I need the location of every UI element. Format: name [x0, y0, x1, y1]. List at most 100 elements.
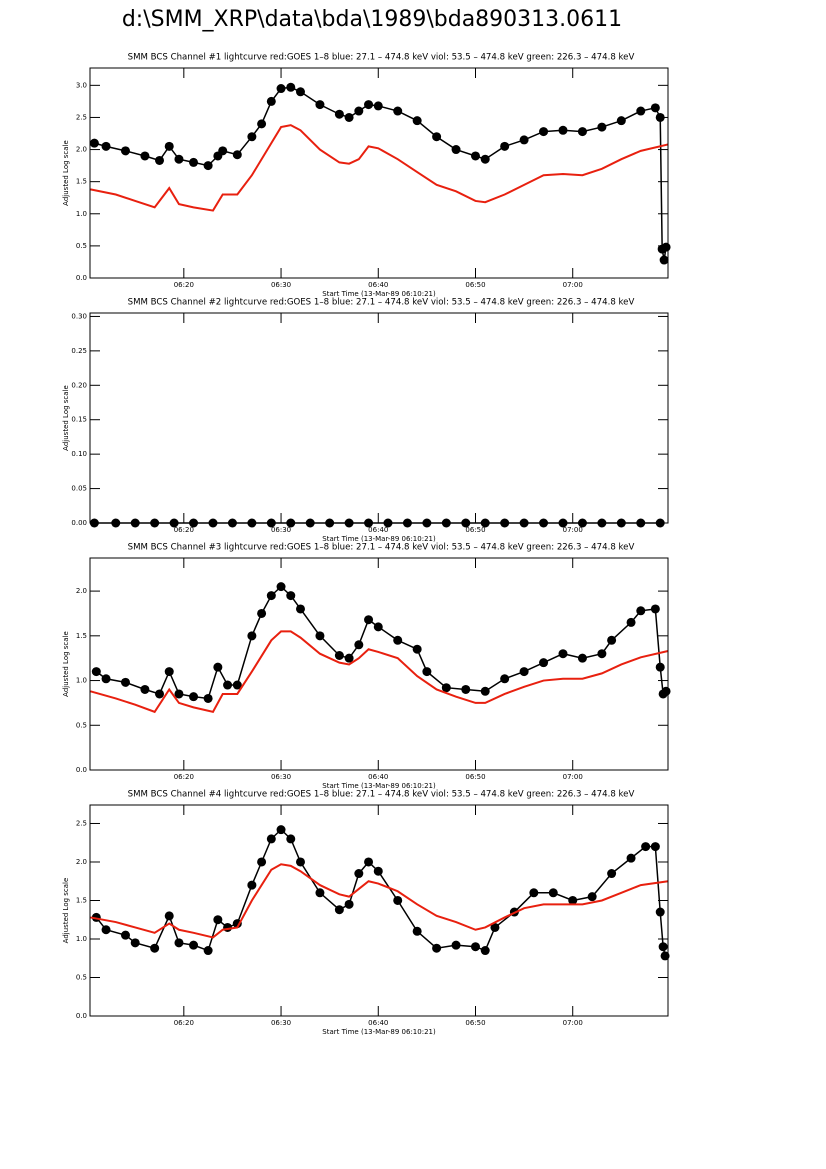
data-point	[266, 591, 276, 601]
plot-frame	[89, 67, 669, 279]
y-tick-label: 0.20	[71, 381, 87, 389]
data-point	[295, 857, 305, 867]
data-point	[597, 649, 607, 659]
data-point	[334, 651, 344, 661]
panel-title: SMM BCS Channel #2 lightcurve red:GOES 1…	[128, 298, 635, 308]
data-point	[364, 615, 374, 625]
x-tick-label: 07:00	[563, 773, 583, 781]
x-tick-label: 07:00	[563, 526, 583, 534]
y-tick-label: 1.0	[76, 210, 87, 218]
data-point	[422, 667, 432, 677]
data-point	[661, 242, 671, 252]
data-point	[266, 834, 276, 844]
x-tick-label: 06:50	[465, 1019, 485, 1027]
data-point	[276, 825, 286, 835]
data-line	[94, 86, 667, 261]
data-point	[650, 842, 660, 852]
data-point	[130, 938, 140, 948]
data-point	[155, 155, 165, 165]
page-title: d:\SMM_XRP\data\bda\1989\bda890313.0611	[122, 7, 622, 32]
data-point	[650, 103, 660, 113]
data-point	[140, 151, 150, 161]
data-point	[568, 895, 578, 905]
data-point	[257, 119, 267, 129]
data-point	[529, 888, 539, 898]
data-point	[641, 842, 651, 852]
y-tick-label: 0.00	[71, 519, 87, 527]
data-point	[432, 943, 442, 953]
data-point	[189, 692, 199, 702]
x-tick-label: 06:50	[465, 773, 485, 781]
data-point	[276, 84, 286, 94]
panel-title: SMM BCS Channel #3 lightcurve red:GOES 1…	[128, 543, 635, 553]
y-tick-label: 0.05	[71, 485, 87, 493]
x-tick-label: 06:20	[174, 526, 194, 534]
data-point	[164, 911, 174, 921]
data-point	[203, 693, 213, 703]
data-point	[213, 915, 223, 925]
data-point	[344, 899, 354, 909]
x-tick-label: 07:00	[563, 1019, 583, 1027]
data-point	[373, 622, 383, 632]
data-point	[364, 100, 374, 110]
y-tick-label: 2.5	[76, 113, 87, 121]
data-point	[412, 926, 422, 936]
data-point	[539, 127, 549, 137]
y-tick-label: 0.25	[71, 347, 87, 355]
data-point	[490, 922, 500, 932]
data-point	[232, 680, 242, 690]
x-tick-label: 06:40	[368, 281, 388, 289]
goes-line	[90, 630, 669, 714]
data-point	[539, 658, 549, 668]
data-point	[276, 582, 286, 592]
data-point	[91, 667, 101, 677]
y-axis-label: Adjusted Log scale	[62, 140, 70, 206]
x-tick-label: 06:40	[368, 526, 388, 534]
y-tick-label: 1.5	[76, 178, 87, 186]
data-point	[286, 834, 296, 844]
y-axis-label: Adjusted Log scale	[62, 385, 70, 451]
plot-frame	[89, 312, 669, 524]
data-point	[658, 942, 668, 952]
data-point	[548, 888, 558, 898]
x-axis-label: Start Time (13-Mar-89 06:10:21)	[322, 535, 436, 543]
data-point	[597, 122, 607, 132]
y-tick-label: 1.0	[76, 935, 87, 943]
data-point	[393, 106, 403, 116]
data-point	[451, 145, 461, 155]
x-tick-label: 06:30	[271, 281, 291, 289]
data-point	[373, 866, 383, 876]
data-point	[120, 930, 130, 940]
data-point	[247, 132, 257, 142]
y-axis-label: Adjusted Log scale	[62, 631, 70, 697]
data-point	[257, 608, 267, 618]
y-tick-label: 1.5	[76, 632, 87, 640]
panel-title: SMM BCS Channel #1 lightcurve red:GOES 1…	[128, 53, 635, 63]
data-point	[189, 940, 199, 950]
x-tick-label: 06:20	[174, 773, 194, 781]
data-point	[295, 604, 305, 614]
data-point	[626, 853, 636, 863]
x-tick-label: 06:30	[271, 1019, 291, 1027]
data-point	[247, 631, 257, 641]
data-point	[500, 141, 510, 151]
data-point	[655, 662, 665, 672]
data-point	[334, 905, 344, 915]
data-point	[412, 644, 422, 654]
data-point	[636, 106, 646, 116]
data-point	[519, 135, 529, 145]
goes-line	[90, 124, 669, 212]
x-tick-label: 06:50	[465, 526, 485, 534]
plot-frame	[89, 804, 669, 1017]
y-tick-label: 0.5	[76, 973, 87, 981]
y-tick-label: 0.0	[76, 1012, 87, 1020]
x-tick-label: 06:30	[271, 526, 291, 534]
y-tick-label: 0.0	[76, 766, 87, 774]
y-tick-label: 2.0	[76, 858, 87, 866]
data-point	[577, 653, 587, 663]
y-tick-label: 3.0	[76, 81, 87, 89]
x-tick-label: 06:50	[465, 281, 485, 289]
y-tick-label: 2.0	[76, 587, 87, 595]
data-point	[354, 869, 364, 879]
